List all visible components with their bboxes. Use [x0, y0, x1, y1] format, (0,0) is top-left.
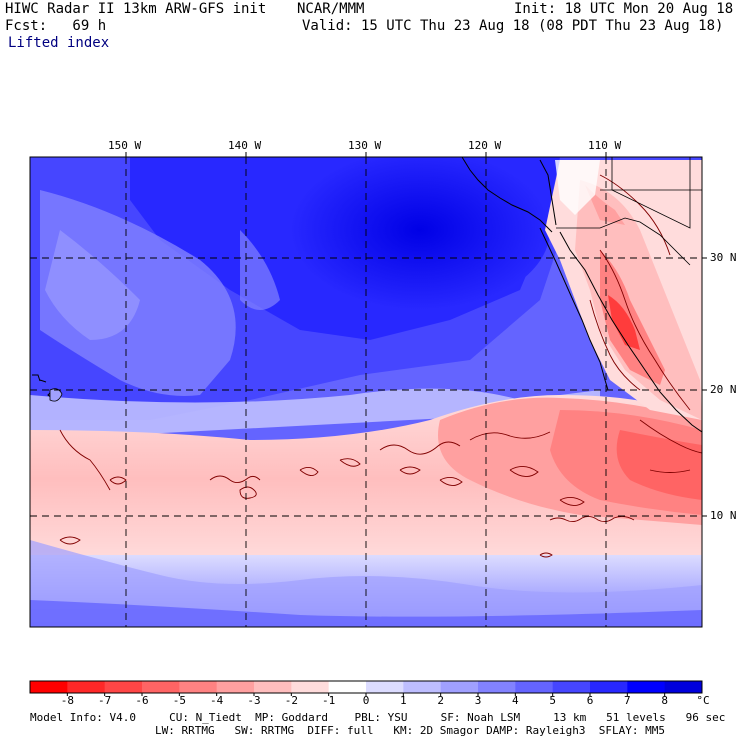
lon-label-110w: 110 W — [588, 139, 622, 152]
lon-label-150w: 150 W — [108, 139, 142, 152]
lon-label-120w: 120 W — [468, 139, 502, 152]
organization: NCAR/MMM — [297, 1, 365, 17]
model-info-line2: LW: RRTMG SW: RRTMG DIFF: full KM: 2D Sm… — [155, 724, 665, 737]
colorbar-tick-label: 4 — [512, 694, 519, 707]
colorbar-tick-label: 3 — [474, 694, 482, 707]
colorbar-unit: °C — [696, 694, 710, 707]
lon-label-140w: 140 W — [228, 139, 262, 152]
colorbar-tick-label: 6 — [586, 694, 594, 707]
lat-label-30n: 30 N — [710, 251, 737, 264]
colorbar-tick-label: 0 — [362, 694, 370, 707]
init-time: Init: 18 UTC Mon 20 Aug 18 — [514, 1, 734, 17]
colorbar-tick-label: 8 — [661, 694, 668, 707]
colorbar-tick-label: 1 — [400, 694, 407, 707]
colorbar-tick-label: 7 — [624, 694, 631, 707]
colorbar-tick-label: -5 — [172, 694, 186, 707]
colorbar-tick-label: -4 — [210, 694, 224, 707]
model-title: HIWC Radar II 13km ARW-GFS init — [5, 1, 267, 17]
field-name: Lifted index — [8, 35, 110, 51]
colorbar-tick-label: -6 — [135, 694, 149, 707]
colorbar-tick-label: 5 — [549, 694, 556, 707]
colorbar-tick-label: -3 — [247, 694, 261, 707]
colorbar-tick-label: -7 — [98, 694, 112, 707]
colorbar-tick-label: -8 — [60, 694, 74, 707]
valid-time: Valid: 15 UTC Thu 23 Aug 18 (08 PDT Thu … — [302, 18, 724, 34]
model-info-line1: Model Info: V4.0 CU: N_Tiedt MP: Goddard… — [30, 711, 726, 724]
colorbar-tick-label: -2 — [284, 694, 298, 707]
lon-label-130w: 130 W — [348, 139, 382, 152]
lat-label-20n: 20 N — [710, 383, 737, 396]
colorbar-tick-label: 2 — [437, 694, 444, 707]
colorbar-tick-label: -1 — [322, 694, 336, 707]
lat-label-10n: 10 N — [710, 509, 737, 522]
forecast-hour: Fcst: 69 h — [5, 18, 107, 34]
lifted-index-field — [30, 157, 702, 627]
